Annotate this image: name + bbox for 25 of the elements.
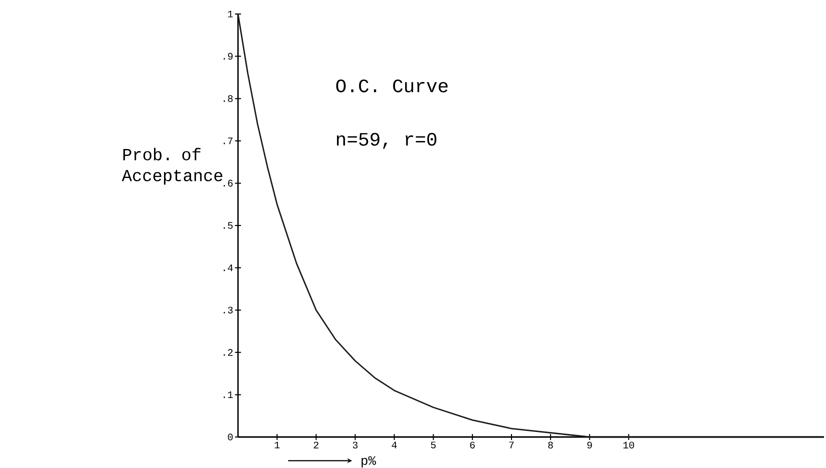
y-tick-label: .6: [224, 180, 233, 187]
x-tick-label: 6: [470, 442, 475, 448]
x-tick-label: 4: [392, 442, 397, 448]
y-tick-label: .4: [224, 264, 233, 272]
x-tick-label: 10: [623, 442, 634, 448]
annotation: n=59, r=0: [336, 132, 436, 149]
x-tick-label: 7: [509, 442, 514, 448]
annotation: O.C. Curve: [336, 79, 448, 92]
x-tick-label: 9: [587, 442, 592, 448]
y-tick-label: 0: [228, 434, 233, 440]
y-tick-label: .8: [224, 95, 233, 102]
x-tick-label: 8: [548, 442, 553, 448]
x-axis-title: p%: [362, 456, 376, 468]
x-tick-label: 2: [314, 442, 318, 448]
y-axis-title: Prob. of Acceptance: [122, 148, 222, 185]
y-tick-label: .7: [224, 138, 233, 144]
y-tick-label: .2: [224, 349, 233, 356]
y-tick-label: 1: [228, 10, 233, 18]
x-tick-label: 3: [352, 442, 358, 448]
y-tick-label: .5: [224, 222, 233, 229]
y-tick-label: .1: [224, 391, 233, 398]
x-tick-label: 1: [274, 442, 280, 448]
x-tick-label: 5: [430, 442, 436, 448]
y-tick-label: .9: [224, 52, 233, 60]
y-tick-label: .3: [224, 306, 233, 314]
